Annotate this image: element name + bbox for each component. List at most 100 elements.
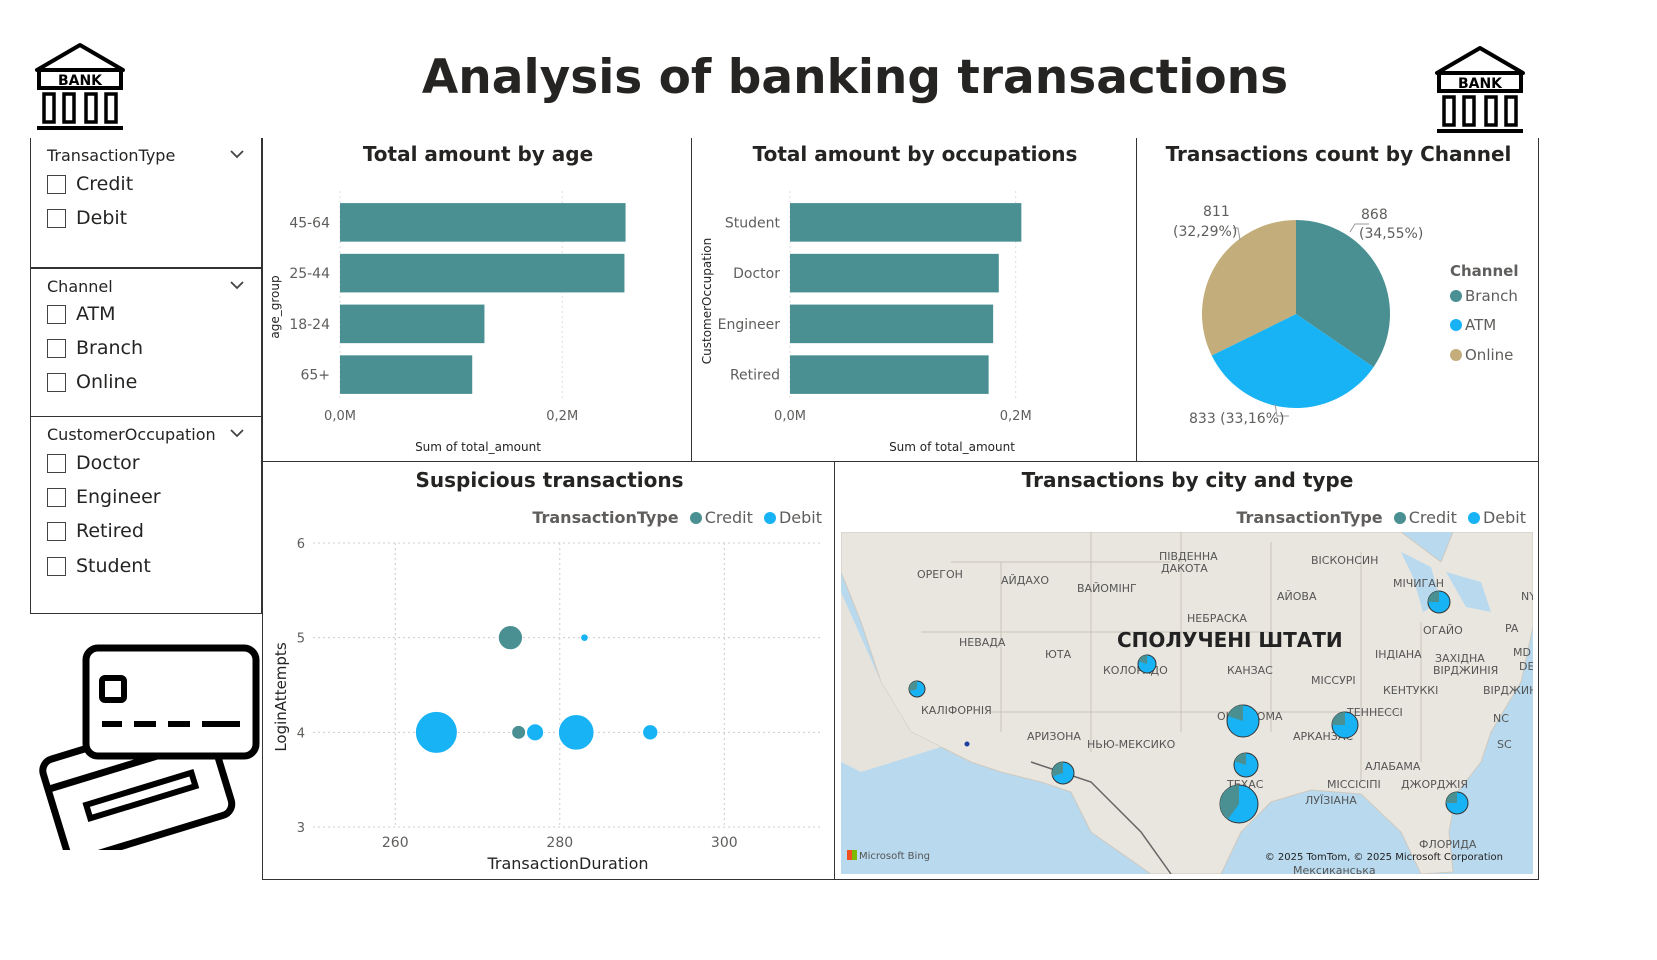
slicer-title: CustomerOccupation [47,425,216,444]
scatter-xtick-label: 280 [546,835,573,851]
map-state-label: МІССУРІ [1311,674,1356,687]
map-state-label: АЛАБАМА [1365,760,1421,773]
map-area[interactable]: ОРЕГОН АЙДАХО ВАЙОМІНГ ПІВДЕННА ДАКОТА ВІСКОН… [841,532,1533,874]
pie-slice-atm[interactable] [1211,314,1374,408]
map-state-label: SC [1497,738,1512,751]
option-branch[interactable]: Branch [47,336,143,360]
scatter-chart-panel[interactable]: Suspicious transactions TransactionType … [262,461,835,880]
scatter-xlabel: TransactionDuration [487,854,649,873]
pie-slice-online[interactable] [1202,220,1296,356]
scatter-chart-svg: 6 5 4 3 260 280 300 [297,537,823,851]
occ-chart-panel[interactable]: Total amount by occupations 0,0M 0,2M Stud… [691,138,1137,462]
pie-legend-online[interactable]: Online [1450,346,1513,364]
pie-label-online-value: 811 [1203,204,1230,220]
map-state-label: ВАЙОМІНГ [1077,582,1137,595]
option-student[interactable]: Student [47,554,151,578]
checkbox[interactable] [47,521,66,541]
pie-label-branch-value: 868 [1361,207,1388,223]
scatter-point-credit[interactable] [511,724,527,740]
checkbox[interactable] [47,487,66,507]
map-state-label: КАНЗАС [1227,664,1273,677]
map-legend[interactable]: TransactionType Credit Debit [1236,508,1526,527]
option-online[interactable]: Online [47,370,137,394]
map-chart-panel[interactable]: Transactions by city and type Transactio… [834,461,1539,880]
occ-category-label: Student [725,215,781,231]
occ-category-label: Engineer [718,317,781,333]
checkbox[interactable] [47,453,66,473]
checkbox[interactable] [47,556,66,576]
option-doctor[interactable]: Doctor [47,451,140,475]
legend-dot-icon [1393,512,1406,524]
occ-bar[interactable] [790,203,1022,242]
chevron-down-icon[interactable] [229,425,245,441]
age-bar[interactable] [340,203,626,242]
pie-legend-atm[interactable]: ATM [1450,316,1496,334]
option-retired[interactable]: Retired [47,519,144,543]
occ-tick-label: 0,0M [774,409,806,424]
pie-chart-panel[interactable]: Transactions count by Channel 811 (32,29… [1136,138,1539,462]
svg-text:BANK: BANK [58,73,103,89]
scatter-point-debit[interactable] [580,633,589,643]
map-city-credit-slice [1138,655,1147,664]
map-state-label: DE [1519,660,1533,673]
map-state-label: NY [1521,590,1533,603]
page-title: Analysis of banking transactions [421,50,1289,105]
map-state-label: ОРЕГОН [917,568,963,581]
occ-bar[interactable] [790,253,999,293]
map-state-label: ПІВДЕННА [1159,550,1218,563]
map-state-label: ВІРДЖИНІЯ [1433,664,1499,677]
scatter-ylabel: LoginAttempts [272,642,290,752]
scatter-point-debit[interactable] [642,724,659,741]
slicer-customer-occupation[interactable]: CustomerOccupation Doctor Engineer Retir… [30,416,262,614]
age-category-label: 18-24 [289,317,330,333]
occ-bar[interactable] [790,355,989,394]
map-state-label: ОГАЙО [1423,624,1463,637]
scatter-point-debit[interactable] [557,713,595,751]
checkbox[interactable] [47,338,66,358]
slicer-channel[interactable]: Channel ATM Branch Online [30,268,262,417]
pie-leader-line [1349,223,1369,233]
option-engineer[interactable]: Engineer [47,485,161,509]
checkbox[interactable] [47,372,66,392]
legend-dot-icon [689,512,702,524]
checkbox[interactable] [47,208,66,228]
occ-bar[interactable] [790,304,994,344]
chevron-down-icon[interactable] [229,277,245,293]
option-debit[interactable]: Debit [47,206,127,230]
occ-chart-svg: 0,0M 0,2M Student Doctor Engineer Retired [718,191,1032,424]
age-tick-label: 0,0M [324,409,356,424]
option-atm[interactable]: ATM [47,302,116,326]
scatter-point-credit[interactable] [497,625,524,651]
map-city-dot[interactable] [964,741,970,747]
scatter-ytick-label: 4 [297,726,305,741]
bing-logo: Microsoft Bing [847,850,930,862]
map-state-label: НЕВАДА [959,636,1006,649]
option-credit[interactable]: Credit [47,172,133,196]
age-bar[interactable] [340,253,625,293]
pie-leader-line [1233,227,1241,241]
map-background [841,532,1533,874]
pie-leader-line [1274,403,1289,417]
chevron-down-icon[interactable] [229,146,245,162]
credit-cards-icon [32,640,262,863]
pie-slice-branch[interactable] [1296,220,1390,368]
scatter-ytick-label: 6 [297,537,305,552]
scatter-ytick-label: 3 [297,821,305,836]
checkbox[interactable] [47,304,66,324]
scatter-point-debit[interactable] [526,723,545,742]
slicer-transaction-type[interactable]: TransactionType Credit Debit [30,138,262,268]
checkbox[interactable] [47,174,66,194]
legend-dot-icon [1450,319,1462,331]
scatter-legend[interactable]: TransactionType Credit Debit [532,508,822,527]
age-category-label: 65+ [300,368,330,384]
map-state-label: ВІСКОНСИН [1311,554,1379,567]
map-city-credit-slice [1332,712,1345,725]
age-bar[interactable] [340,304,485,344]
scatter-ytick-label: 5 [297,632,305,647]
pie-legend-branch[interactable]: Branch [1450,287,1518,305]
age-bar[interactable] [340,355,473,394]
age-chart-panel[interactable]: Total amount by age 0,0M 0,2M 45-64 25-44 18… [262,138,692,462]
occ-category-label: Retired [730,368,780,384]
scatter-point-debit[interactable] [414,710,458,754]
map-city-credit-slice [1234,753,1246,765]
